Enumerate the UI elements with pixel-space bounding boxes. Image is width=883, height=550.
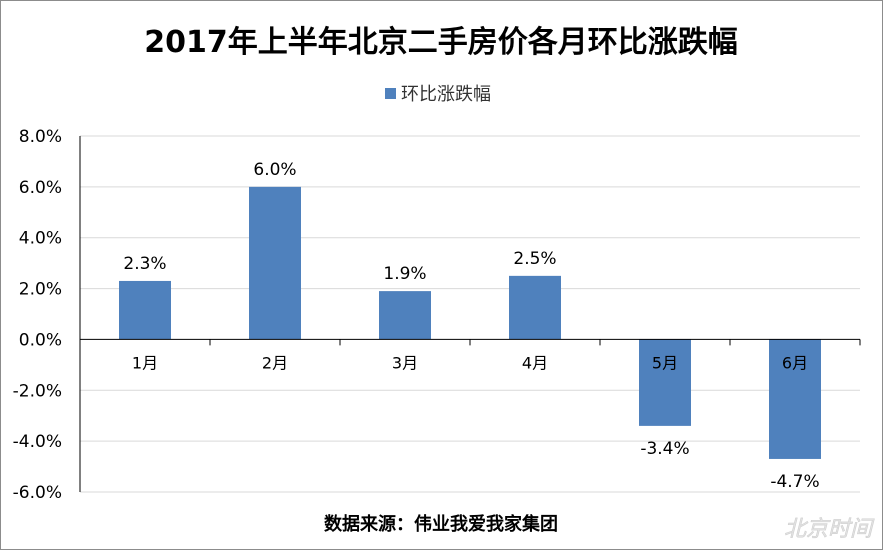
data-label: 2.3% [123, 254, 166, 274]
y-tick-label: -6.0% [13, 483, 62, 503]
x-category-label: 5月 [652, 353, 678, 372]
bars [119, 186, 821, 459]
y-tick-label: 4.0% [19, 229, 62, 249]
legend: 环比涨跌幅 [385, 84, 491, 105]
data-label: -3.4% [640, 439, 689, 459]
bar [249, 186, 301, 340]
bar [639, 339, 691, 426]
data-label: 6.0% [253, 160, 296, 180]
chart-title: 2017年上半年北京二手房价各月环比涨跌幅 [144, 25, 738, 60]
legend-label: 环比涨跌幅 [401, 84, 491, 105]
data-label: 1.9% [383, 264, 426, 284]
y-tick-label: 0.0% [19, 330, 62, 350]
bar [769, 339, 821, 459]
x-category-label: 6月 [782, 353, 808, 372]
x-category-label: 2月 [262, 353, 288, 372]
data-labels: 2.3% 6.0% 1.9% 2.5% -3.4% -4.7% [123, 160, 819, 492]
data-label: 2.5% [513, 249, 556, 269]
y-tick-label: 2.0% [19, 280, 62, 300]
bar [119, 280, 171, 340]
x-axis-category-labels: 1月 2月 3月 4月 5月 6月 [132, 353, 808, 372]
bar [379, 291, 431, 340]
y-tick-label: 8.0% [19, 127, 62, 147]
y-tick-label: -4.0% [13, 432, 62, 452]
bar [509, 275, 561, 340]
x-category-label: 4月 [522, 353, 548, 372]
data-label: -4.7% [770, 472, 819, 492]
gridlines [79, 135, 860, 493]
x-category-label: 1月 [132, 353, 158, 372]
x-axis-tick-marks [79, 339, 861, 346]
y-tick-label: -2.0% [13, 381, 62, 401]
watermark-logo: 北京时间 [784, 517, 875, 542]
x-category-label: 3月 [392, 353, 418, 372]
y-tick-label: 6.0% [19, 178, 62, 198]
legend-swatch [385, 88, 396, 99]
y-axis-ticks: 8.0% 6.0% 4.0% 2.0% 0.0% -2.0% -4.0% -6.0% [13, 127, 62, 503]
source-note: 数据来源：伟业我爱我家集团 [324, 513, 558, 535]
